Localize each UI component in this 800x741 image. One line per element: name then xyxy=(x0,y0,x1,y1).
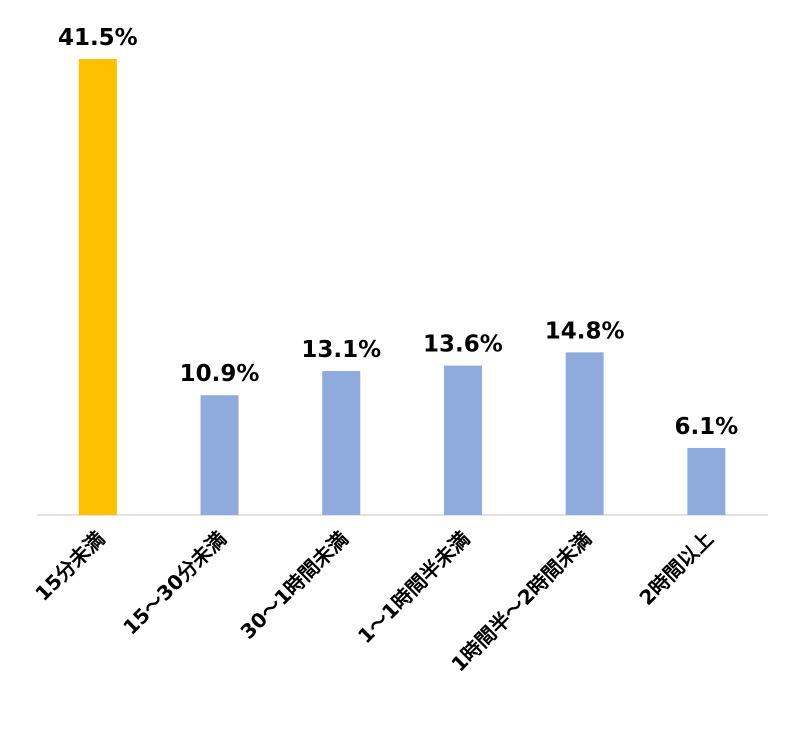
x-tick-label: 2時間以上 xyxy=(635,527,718,610)
bar xyxy=(565,352,604,515)
x-tick-label: 15分未満 xyxy=(30,527,109,606)
data-label: 13.1% xyxy=(301,337,381,363)
x-tick-label: 30～1時間未満 xyxy=(236,527,353,644)
data-label: 14.8% xyxy=(545,318,625,344)
data-label: 13.6% xyxy=(423,332,503,358)
bar xyxy=(322,371,361,515)
data-label: 10.9% xyxy=(180,361,260,387)
x-tick-label: 1～1時間半未満 xyxy=(353,527,475,649)
bar xyxy=(78,59,117,515)
bar xyxy=(687,447,726,515)
bar xyxy=(443,365,482,515)
bar xyxy=(200,395,239,515)
x-tick-label: 15～30分未満 xyxy=(118,527,231,640)
data-label: 41.5% xyxy=(58,25,138,51)
data-label: 6.1% xyxy=(674,414,738,440)
